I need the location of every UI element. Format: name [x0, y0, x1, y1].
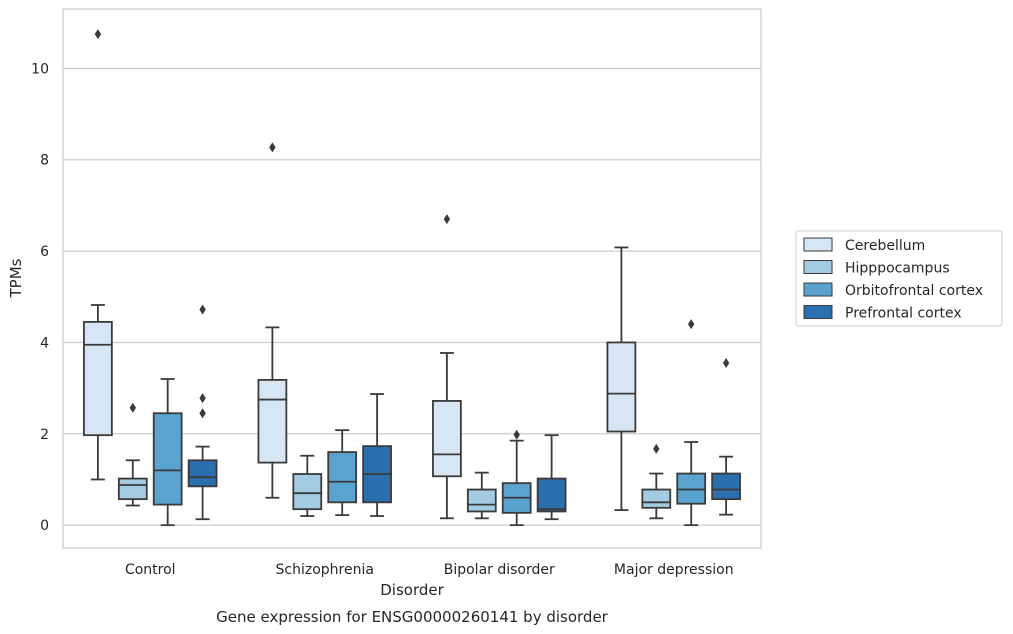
legend-frame — [795, 230, 1003, 327]
iqr-box — [257, 379, 288, 464]
iqr-box — [83, 320, 113, 437]
iqr-box — [292, 473, 323, 511]
box-cerebellum — [83, 29, 113, 481]
box-hipppocampus — [466, 471, 497, 520]
outlier-point — [269, 142, 276, 153]
outlier-point — [443, 214, 451, 225]
box-hipppocampus — [117, 402, 148, 507]
iqr-box — [327, 451, 358, 504]
outlier-point — [722, 358, 730, 369]
outlier-point — [199, 408, 206, 419]
y-tick-label: 0 — [40, 518, 49, 534]
iqr-box — [606, 341, 637, 433]
box-hipppocampus — [292, 454, 323, 517]
box-orbitofrontal-cortex — [501, 429, 532, 527]
legend-label: Cerebellum — [845, 238, 925, 254]
x-tick-label: Bipolar disorder — [444, 562, 555, 578]
x-tick-label: Schizophrenia — [276, 562, 374, 578]
iqr-box — [187, 459, 218, 488]
outlier-point — [199, 393, 206, 404]
iqr-box — [536, 477, 567, 513]
box-orbitofrontal-cortex — [152, 378, 183, 527]
y-tick-label: 10 — [31, 61, 49, 77]
outlier-point — [94, 29, 102, 40]
legend-swatch — [803, 282, 833, 297]
legend-label: Orbitofrontal cortex — [845, 283, 983, 299]
y-tick-label: 2 — [40, 427, 49, 443]
y-tick-label: 6 — [40, 244, 49, 260]
box-cerebellum — [257, 142, 288, 499]
y-axis-label: TPMs — [7, 258, 25, 298]
box-prefrontal-cortex — [187, 304, 218, 521]
x-tick-label: Control — [125, 562, 176, 578]
box-hipppocampus — [641, 443, 672, 520]
iqr-box — [676, 472, 707, 505]
tick-labels: 0 2 4 6 8 10 Control Schizophrenia Bipolar disor… — [31, 61, 733, 578]
box-prefrontal-cortex — [362, 393, 392, 517]
legend-swatch — [803, 305, 833, 319]
x-tick-label: Major depression — [614, 562, 734, 578]
outlier-point — [199, 304, 206, 315]
legend-swatch — [803, 260, 833, 274]
y-tick-label: 8 — [40, 153, 49, 169]
legend: Cerebellum Hipppocampus Orbitofrontal cort… — [795, 230, 1003, 327]
legend-label: Prefrontal cortex — [845, 306, 962, 322]
box-cerebellum — [606, 246, 637, 511]
iqr-box — [711, 472, 741, 501]
box-orbitofrontal-cortex — [676, 319, 707, 527]
outlier-point — [653, 443, 660, 454]
legend-label: Hipppocampus — [845, 261, 950, 277]
box-prefrontal-cortex — [711, 358, 741, 516]
box-prefrontal-cortex — [536, 434, 567, 521]
box-series — [83, 29, 741, 527]
plot-frame — [62, 8, 762, 549]
legend-swatch — [803, 237, 833, 252]
iqr-box — [641, 488, 672, 509]
outlier-point — [688, 319, 695, 330]
outlier-point — [513, 429, 520, 440]
box-cerebellum — [432, 214, 462, 520]
iqr-box — [432, 400, 462, 478]
y-tick-label: 4 — [40, 335, 49, 351]
x-axis-label: Disorder — [380, 581, 444, 599]
outlier-point — [129, 402, 136, 413]
iqr-box — [152, 412, 183, 506]
iqr-box — [117, 477, 148, 501]
chart-caption: Gene expression for ENSG00000260141 by d… — [216, 608, 609, 626]
iqr-box — [466, 488, 497, 513]
box-orbitofrontal-cortex — [327, 429, 358, 517]
